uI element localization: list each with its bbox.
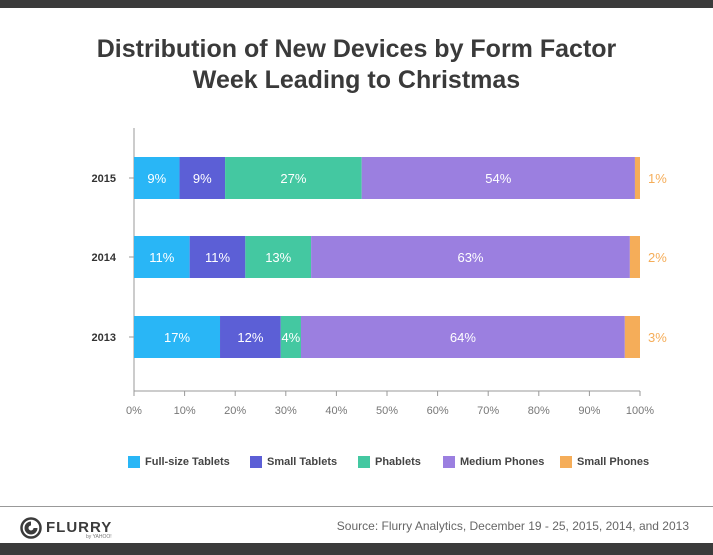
data-label: 9% <box>147 171 166 186</box>
bar-segment <box>134 236 190 278</box>
bar-segment <box>361 157 635 199</box>
x-tick-label: 80% <box>528 405 550 417</box>
bar-segment <box>634 157 640 199</box>
x-tick-label: 0% <box>126 405 142 417</box>
data-label: 4% <box>281 330 300 345</box>
x-tick-label: 50% <box>376 405 398 417</box>
data-label: 63% <box>457 250 483 265</box>
bar-segment <box>134 157 180 199</box>
legend-swatch <box>250 456 262 468</box>
legend-label: Full-size Tablets <box>145 456 230 468</box>
top-bar <box>0 0 713 8</box>
data-label: 54% <box>485 171 511 186</box>
x-tick-label: 30% <box>275 405 297 417</box>
category-label: 2014 <box>92 252 117 264</box>
flurry-logo: FLURRY by YAHOO! <box>20 515 112 541</box>
bar-segment <box>300 316 625 358</box>
legend-swatch <box>128 456 140 468</box>
flurry-logo-icon <box>20 517 42 539</box>
chart-title-line1: Distribution of New Devices by Form Fact… <box>96 35 617 63</box>
bar-segment <box>134 316 221 358</box>
bar-segment <box>245 236 312 278</box>
legend-swatch <box>358 456 370 468</box>
chart-title-line2: Week Leading to Christmas <box>192 66 521 94</box>
x-tick-label: 40% <box>325 405 347 417</box>
data-label: 64% <box>450 330 476 345</box>
legend-label: Small Phones <box>577 456 650 468</box>
legend-swatch <box>560 456 572 468</box>
x-tick-label: 60% <box>427 405 449 417</box>
data-label: 9% <box>193 171 212 186</box>
bar-segment <box>220 316 281 358</box>
chart-legend: Full-size Tablets Small Tablets Phablets Me… <box>0 456 713 476</box>
legend-swatch <box>443 456 455 468</box>
x-tick-label: 100% <box>626 405 654 417</box>
x-tick-label: 70% <box>477 405 499 417</box>
x-tick-label: 10% <box>174 405 196 417</box>
category-label: 2015 <box>92 173 116 185</box>
bar-segment <box>280 316 301 358</box>
flurry-logo-subtext: by YAHOO! <box>86 534 112 540</box>
legend-label: Phablets <box>375 456 421 468</box>
bar-segment <box>624 316 640 358</box>
bar-segment <box>179 157 226 199</box>
bar-segment <box>629 236 640 278</box>
footer-divider <box>0 506 713 507</box>
bottom-bar <box>0 543 713 555</box>
data-label: 13% <box>265 250 291 265</box>
data-label: 11% <box>205 250 230 265</box>
data-label: 12% <box>237 330 263 345</box>
legend-label: Medium Phones <box>460 456 545 468</box>
data-label: 11% <box>149 250 174 265</box>
data-label: 2% <box>648 250 667 265</box>
bar-segment <box>225 157 362 199</box>
legend-item: Small Tablets <box>250 456 337 468</box>
data-label: 1% <box>648 171 667 186</box>
category-label: 2013 <box>92 332 116 344</box>
data-label: 27% <box>280 171 306 186</box>
legend-item: Small Phones <box>560 456 649 468</box>
x-tick-label: 90% <box>578 405 600 417</box>
bar-segment <box>311 236 630 278</box>
chart-title: Distribution of New Devices by Form Fact… <box>0 34 713 96</box>
flurry-logo-text: FLURRY <box>46 519 113 536</box>
legend-item: Full-size Tablets <box>128 456 230 468</box>
bar-segment <box>189 236 246 278</box>
x-tick-label: 20% <box>224 405 246 417</box>
stacked-bar-chart: 0% 10% 20% 30% 40% 50% 60% 70% 80% 90% 100% 2015 9% 9… <box>92 128 667 417</box>
data-label: 3% <box>648 330 667 345</box>
data-label: 17% <box>164 330 190 345</box>
legend-label: Small Tablets <box>267 456 338 468</box>
source-note: Source: Flurry Analytics, December 19 - … <box>336 519 689 533</box>
legend-item: Phablets <box>358 456 421 468</box>
legend-item: Medium Phones <box>443 456 544 468</box>
